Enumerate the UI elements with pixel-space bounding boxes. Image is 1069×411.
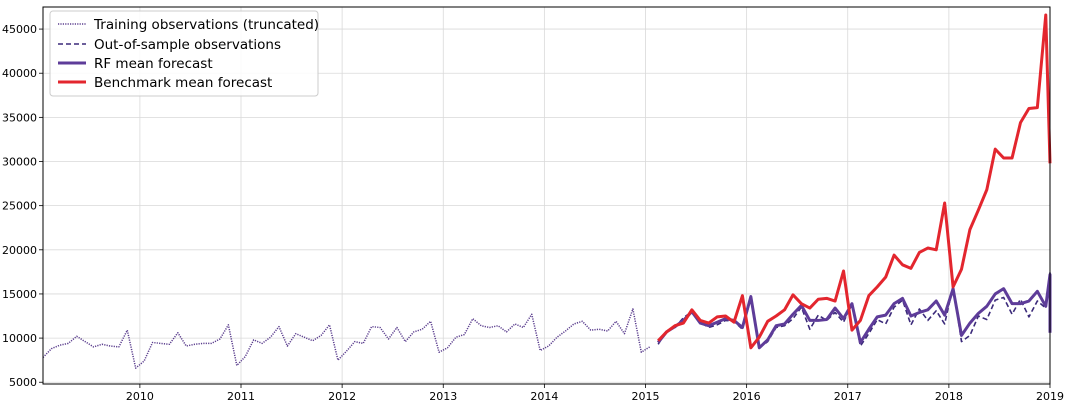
legend-label-training: Training observations (truncated): [93, 17, 319, 33]
x-tick-label: 2010: [126, 390, 154, 403]
legend-label-rf: RF mean forecast: [94, 56, 213, 72]
series-out-of-sample: [657, 271, 1051, 349]
y-tick-label: 30000: [2, 156, 37, 169]
legend: Training observations (truncated) Out-of…: [49, 10, 319, 97]
y-tick-label: 40000: [2, 67, 37, 80]
x-tick-label: 2015: [632, 390, 660, 403]
x-tick-label: 2016: [733, 390, 761, 403]
y-axis: 5000 10000 15000 20000 25000 30000 35000 40000 4…: [2, 23, 43, 389]
series-benchmark-forecast: [657, 13, 1052, 350]
y-tick-label: 10000: [2, 332, 37, 345]
x-tick-label: 2019: [1036, 390, 1064, 403]
legend-box: [49, 10, 319, 97]
series-rf-forecast: [656, 273, 1052, 350]
x-tick-label: 2013: [429, 390, 457, 403]
y-tick-label: 20000: [2, 244, 37, 257]
x-tick-label: 2018: [935, 390, 963, 403]
x-tick-label: 2014: [530, 390, 558, 403]
y-tick-label: 25000: [2, 200, 37, 213]
y-tick-label: 45000: [2, 23, 37, 36]
x-tick-label: 2017: [834, 390, 862, 403]
x-axis: 2010 2011 2012 2013 2014 2015 2016 2017 2018 2019: [126, 384, 1064, 403]
y-tick-label: 35000: [2, 111, 37, 124]
y-tick-label: 5000: [9, 376, 37, 389]
x-tick-label: 2011: [227, 390, 255, 403]
legend-label-benchmark: Benchmark mean forecast: [94, 75, 272, 91]
y-tick-label: 15000: [2, 288, 37, 301]
series-layer: [42, 13, 1052, 369]
plot-frame: [42, 6, 1051, 385]
legend-label-out-of-sample: Out-of-sample observations: [94, 37, 281, 53]
x-tick-label: 2012: [328, 390, 356, 403]
